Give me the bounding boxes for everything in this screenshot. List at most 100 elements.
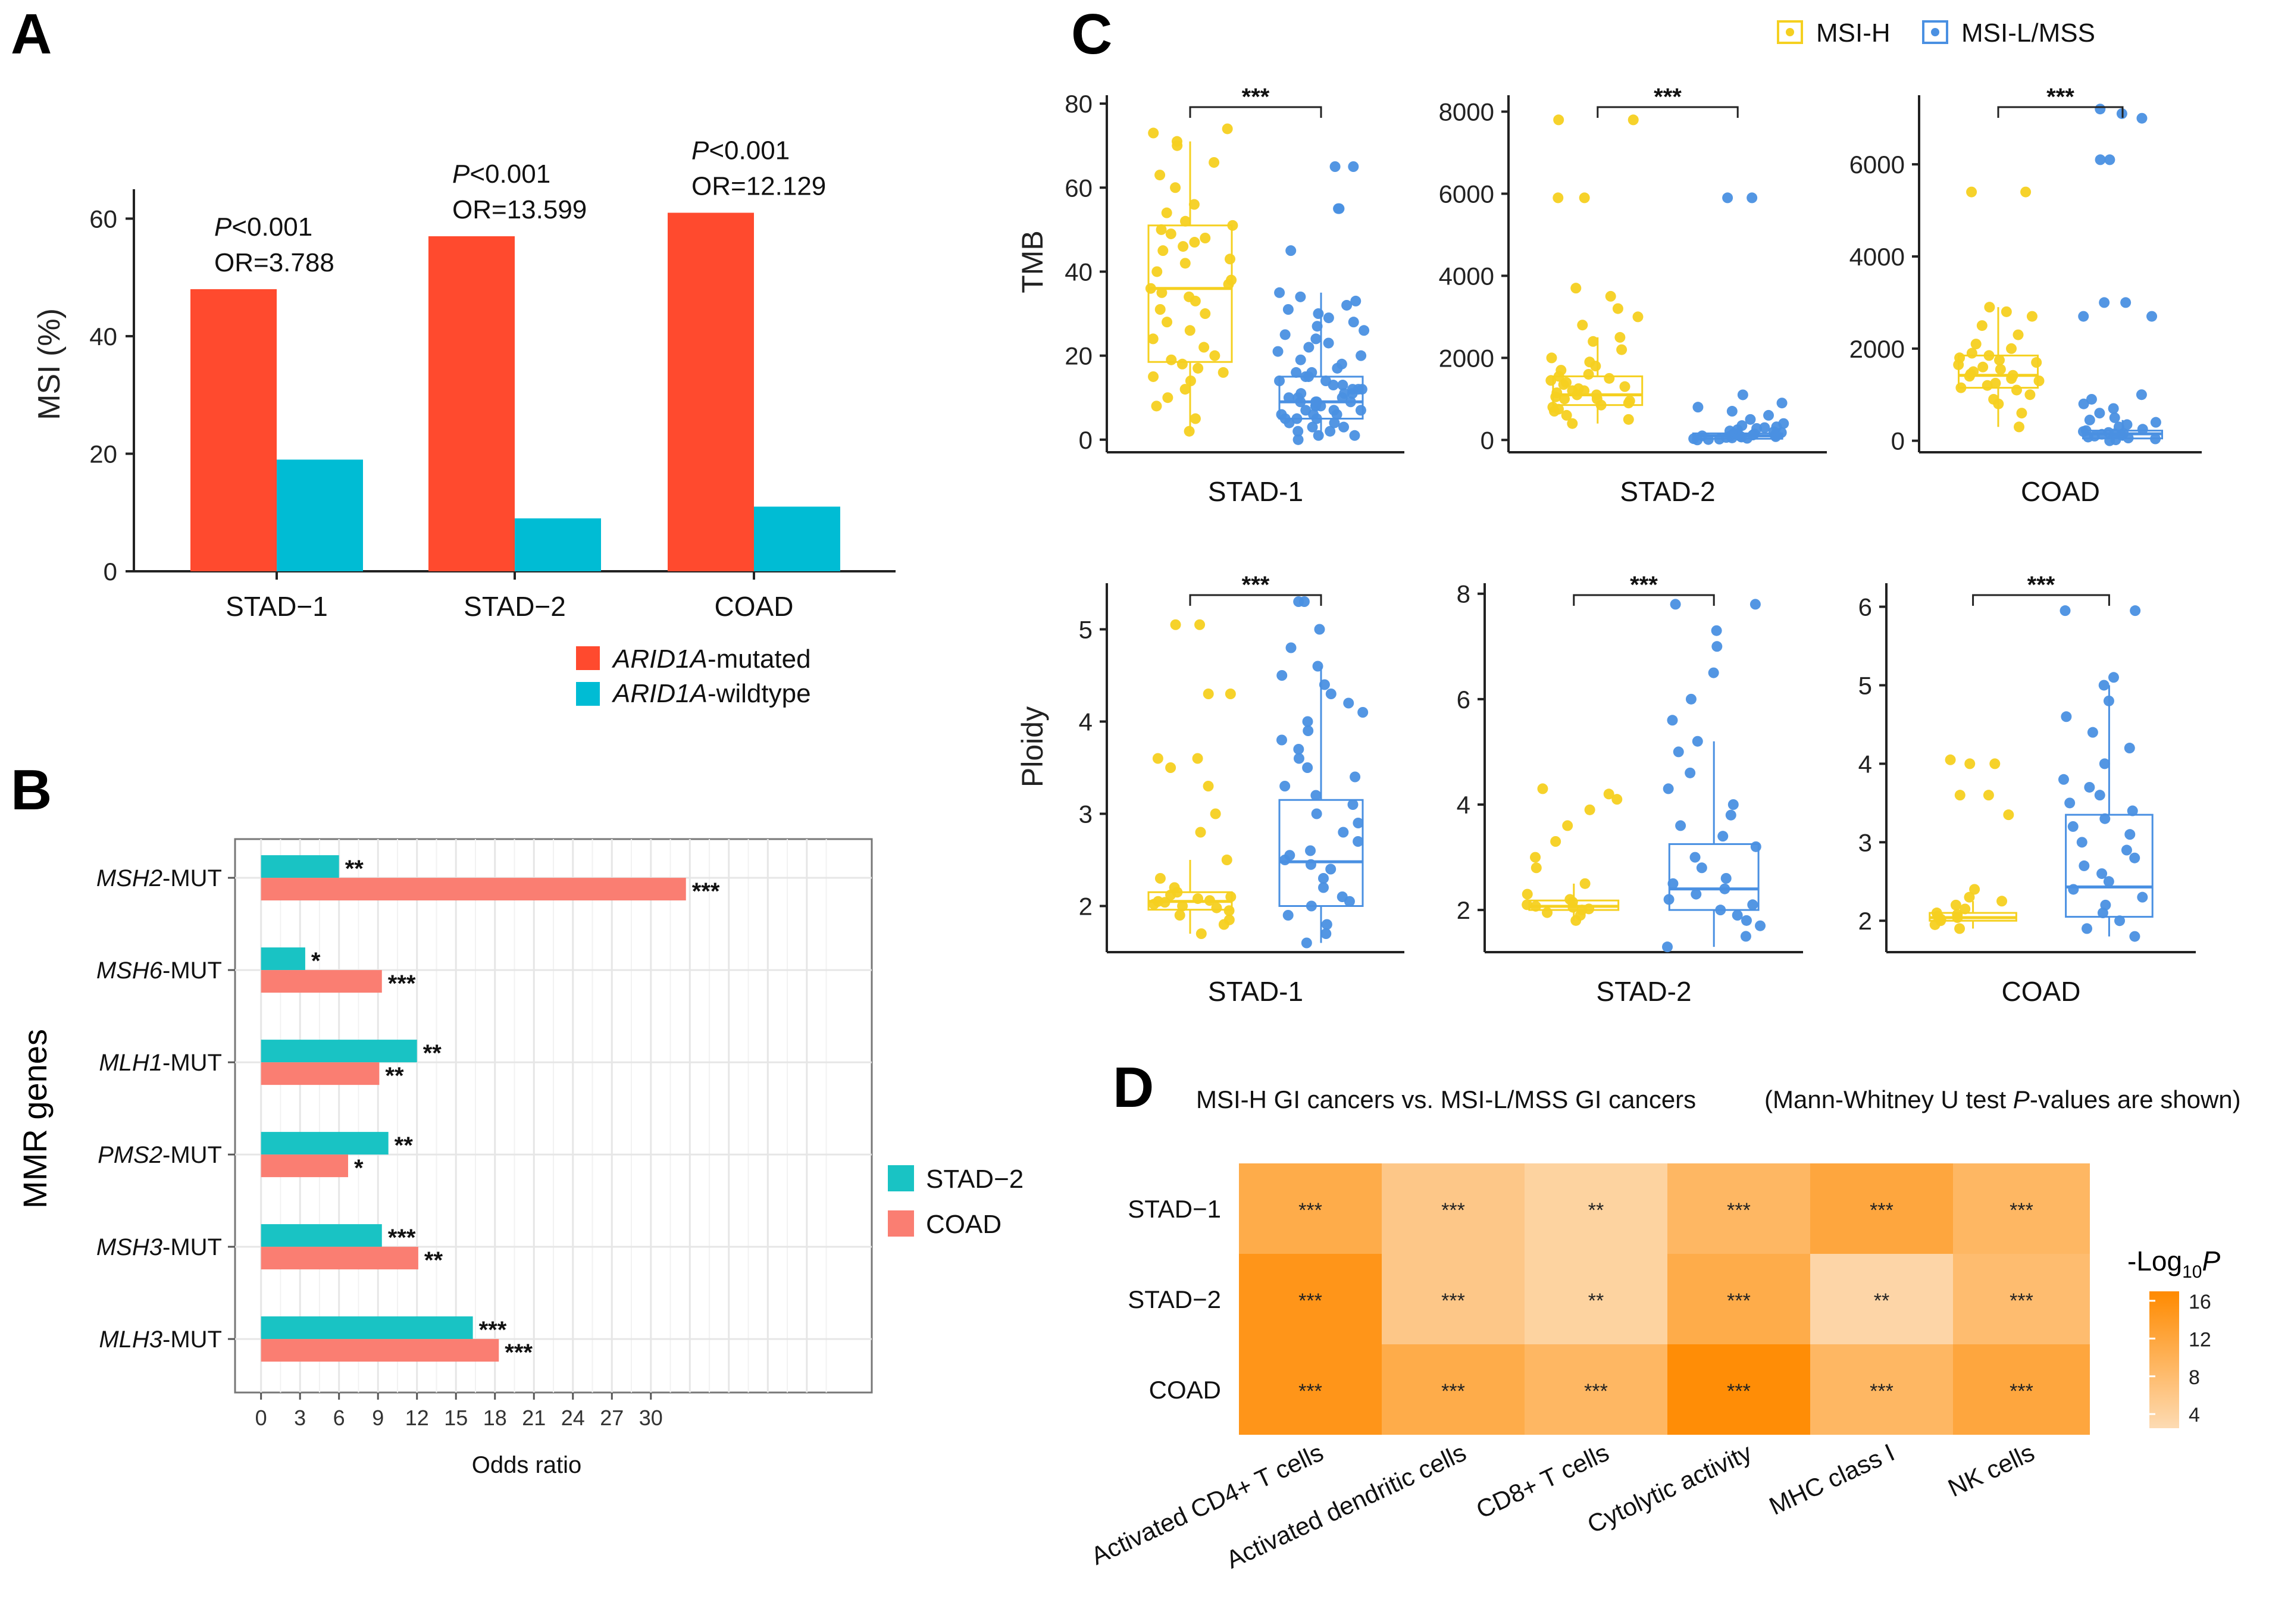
- c-point: [2080, 425, 2092, 436]
- d-row-label: COAD: [1149, 1376, 1221, 1404]
- c-point: [1545, 375, 1557, 386]
- c-point: [2137, 424, 2148, 435]
- d-subtitle: (Mann-Whitney U test P-values are shown): [1764, 1085, 2241, 1113]
- a-y-tick-label: 40: [89, 323, 117, 351]
- c-point: [1966, 186, 1977, 198]
- d-cell: [1667, 1163, 1810, 1254]
- c-point: [2120, 297, 2132, 308]
- b-x-tick-label: 15: [444, 1406, 468, 1430]
- c-point: [1211, 902, 1222, 913]
- c-point: [1152, 753, 1163, 764]
- d-cells: *** *** ** *** *** ****** *** ** *** ** ****** *** *…: [1239, 1163, 2090, 1435]
- c-box: [1147, 224, 1233, 363]
- c-point: [1976, 320, 1988, 331]
- a-category-label: STAD−2: [464, 591, 566, 622]
- c-category-label: COAD: [2021, 476, 2100, 507]
- a-category-label: COAD: [715, 591, 794, 622]
- c-significance-bracket: [1573, 594, 1715, 606]
- c-point: [1272, 346, 1284, 357]
- panel-letter-d: D: [1113, 1056, 1154, 1119]
- c-point: [2130, 605, 2141, 617]
- c-point: [1177, 900, 1188, 912]
- c-point: [1531, 862, 1542, 874]
- c-point: [1170, 619, 1181, 630]
- c-point: [1312, 661, 1323, 672]
- c-category-label: STAD-2: [1596, 976, 1691, 1007]
- c-point: [1174, 910, 1185, 921]
- c-point: [1302, 716, 1313, 727]
- c-point: [2024, 389, 2036, 400]
- c-y-tick-label: 5: [1858, 671, 1872, 699]
- a-bar: [277, 459, 363, 571]
- d-column-label: MHC class I: [1765, 1438, 1899, 1520]
- c-point: [2014, 421, 2024, 433]
- b-bar: [261, 947, 305, 971]
- c-point: [1223, 905, 1235, 916]
- c-point: [1994, 355, 2005, 366]
- c-point: [1337, 891, 1348, 902]
- c-y-tick-label: 2000: [1849, 335, 1905, 363]
- c-point: [2076, 837, 2087, 848]
- c-point: [1195, 928, 1207, 939]
- b-x-tick-label: 24: [561, 1406, 585, 1430]
- d-cell-stars: ***: [2010, 1290, 2033, 1312]
- c-point: [1195, 827, 1206, 838]
- c-point: [1604, 373, 1615, 384]
- c-subplot: 0 2000 4000 6000 8000 *** STAD-2: [1439, 84, 1827, 507]
- c-point: [1192, 893, 1203, 905]
- c-point: [2094, 408, 2105, 419]
- c-point: [1983, 790, 1994, 801]
- a-category-labels: STAD−1 STAD−2 COAD: [226, 571, 793, 622]
- c-point: [1711, 641, 1723, 652]
- d-cell: [1525, 1254, 1667, 1344]
- c-point: [1274, 376, 1285, 386]
- c-point: [2011, 384, 2022, 396]
- c-point: [2099, 297, 2110, 308]
- b-significance: **: [345, 856, 364, 882]
- b-x-tick-label: 3: [294, 1406, 306, 1430]
- c-point: [1203, 781, 1214, 791]
- a-odds-ratio: OR=13.599: [452, 195, 587, 224]
- c-point: [1198, 342, 1210, 353]
- c-point: [1204, 895, 1215, 906]
- c-point: [1755, 920, 1766, 931]
- c-point: [1157, 245, 1169, 256]
- c-point: [1200, 308, 1211, 320]
- c-point: [1148, 127, 1159, 139]
- c-point: [2079, 860, 2090, 871]
- c-category-label: STAD-1: [1208, 976, 1303, 1007]
- a-bar: [754, 506, 840, 571]
- c-point: [1226, 274, 1237, 286]
- c-point: [1348, 161, 1359, 172]
- a-y-ticks: 0 20 40 60: [89, 205, 134, 586]
- c-point: [1285, 642, 1297, 653]
- c-point: [1778, 418, 1789, 429]
- d-cell-stars: ***: [1298, 1290, 1322, 1312]
- c-point: [2127, 805, 2138, 816]
- b-bar: [261, 1062, 380, 1085]
- c-point: [1282, 304, 1294, 315]
- c-point: [1307, 421, 1318, 433]
- c-point: [1279, 329, 1291, 340]
- c-point: [2006, 343, 2017, 354]
- c-point: [1670, 599, 1681, 610]
- c-y-tick-label: 3: [1079, 800, 1093, 828]
- c-subplot: 2 3 4 5 6 *** COAD: [1858, 572, 2196, 1007]
- c-point: [1162, 317, 1173, 328]
- c-y-tick-label: 6: [1457, 686, 1470, 714]
- c-y-tick-label: 2: [1457, 896, 1470, 924]
- c-point: [1614, 331, 1626, 343]
- d-legend-title: -Log10P: [2127, 1246, 2220, 1282]
- c-point: [2095, 104, 2106, 115]
- b-category-label: MSH6-MUT: [96, 957, 222, 984]
- b-legend: STAD−2 COAD: [888, 1165, 1024, 1239]
- a-y-label: MSI (%): [32, 308, 67, 420]
- c-point: [1970, 339, 1982, 350]
- c-point: [1193, 362, 1204, 374]
- c-point: [1192, 753, 1203, 764]
- c-point: [1960, 903, 1971, 915]
- c-point: [1697, 430, 1708, 442]
- d-cell: [1239, 1344, 1382, 1435]
- c-point: [1313, 430, 1324, 441]
- c-point: [1317, 873, 1329, 884]
